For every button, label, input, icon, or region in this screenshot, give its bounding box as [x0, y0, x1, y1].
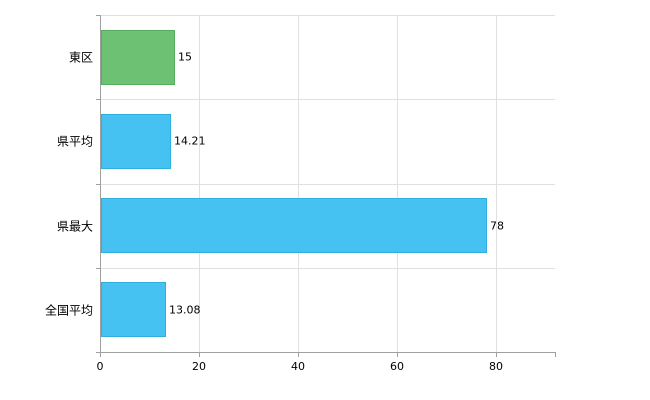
bar-value-label: 14.21 [174, 134, 206, 148]
x-axis-tick [397, 353, 398, 357]
category-label: 県平均 [56, 134, 93, 149]
gridline-horizontal [100, 267, 555, 269]
x-axis-tick [496, 353, 497, 357]
y-axis-tick [96, 268, 100, 269]
x-axis-tick-label: 20 [192, 360, 206, 373]
y-axis-tick [96, 99, 100, 100]
category-label: 県最大 [56, 219, 93, 234]
gridline-horizontal [100, 15, 555, 16]
x-axis-tick-label: 0 [96, 360, 104, 373]
y-axis-tick [96, 15, 100, 16]
x-axis-tick-label: 60 [390, 360, 404, 373]
x-axis-tick [298, 353, 299, 357]
bar-0 [101, 30, 175, 85]
bar-value-label: 15 [178, 50, 192, 64]
y-axis-line [100, 15, 101, 353]
x-axis-tick [555, 353, 556, 357]
x-axis-tick [199, 353, 200, 357]
category-label: 東区 [68, 50, 93, 65]
x-axis-tick-label: 40 [291, 360, 305, 373]
gridline-vertical [298, 15, 299, 352]
bar-value-label: 78 [490, 219, 504, 233]
bar-3 [101, 282, 166, 337]
y-axis-tick [96, 184, 100, 185]
gridline-vertical [397, 15, 398, 352]
x-axis-tick [100, 353, 101, 357]
x-axis-line [100, 352, 556, 353]
y-axis-tick [96, 352, 100, 353]
gridline-vertical [199, 15, 200, 352]
gridline-horizontal [100, 99, 555, 101]
gridline-horizontal [100, 183, 555, 185]
bar-1 [101, 114, 171, 169]
gridline-vertical [496, 15, 497, 352]
x-axis-tick-label: 80 [489, 360, 503, 373]
category-label: 全国平均 [44, 303, 93, 318]
bar-2 [101, 198, 487, 253]
bar-value-label: 13.08 [169, 303, 201, 317]
